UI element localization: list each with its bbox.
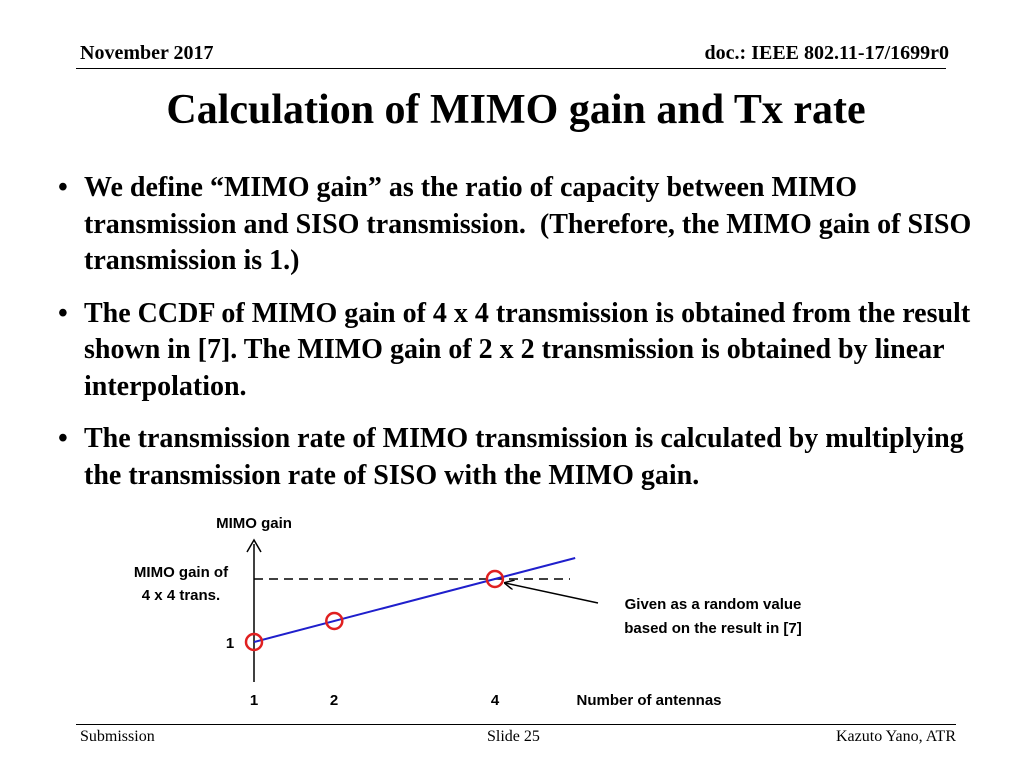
bullet-item-1: • We define “MIMO gain” as the ratio of … <box>58 170 978 280</box>
header-doc-id: doc.: IEEE 802.11-17/1699r0 <box>704 42 949 64</box>
x-axis-label: Number of antennas <box>576 692 721 709</box>
y-axis-label: MIMO gain <box>216 515 292 532</box>
mimo-gain-line <box>253 557 576 643</box>
slide-title: Calculation of MIMO gain and Tx rate <box>166 87 866 133</box>
bullet-dot: • <box>58 172 68 203</box>
data-point-1x1 <box>244 632 264 652</box>
footer-submission: Submission <box>80 728 155 745</box>
bullet-item-2: • The CCDF of MIMO gain of 4 x 4 transmi… <box>58 296 978 406</box>
data-point-4x4 <box>485 569 505 589</box>
y-annotation-line1: MIMO gain of <box>134 564 229 581</box>
y-tick-1: 1 <box>226 635 234 652</box>
bullet-list: • We define “MIMO gain” as the ratio of … <box>58 170 978 510</box>
footer-divider <box>76 724 956 725</box>
x-tick-2: 2 <box>330 692 338 709</box>
callout-arrow <box>505 583 599 604</box>
bullet-dot: • <box>58 423 68 454</box>
y-annotation-line2: 4 x 4 trans. <box>142 587 220 604</box>
data-point-2x2 <box>325 611 344 631</box>
footer-author: Kazuto Yano, ATR <box>835 728 956 745</box>
bullet-item-3: • The transmission rate of MIMO transmis… <box>58 421 978 494</box>
y-axis-arrow <box>246 538 262 553</box>
header-date: November 2017 <box>80 42 214 64</box>
x-tick-1: 1 <box>250 692 258 709</box>
bullet-text-2: The CCDF of MIMO gain of 4 x 4 transmiss… <box>84 297 971 402</box>
footer-slide-number: Slide 25 <box>487 728 540 745</box>
callout-line2: based on the result in [7] <box>624 620 802 637</box>
bullet-text-1: We define “MIMO gain” as the ratio of ca… <box>84 172 972 276</box>
header-divider <box>76 68 946 69</box>
callout-line1: Given as a random value <box>625 596 802 613</box>
bullet-dot: • <box>58 297 68 329</box>
bullet-text-3: The transmission rate of MIMO transmissi… <box>84 423 964 491</box>
x-tick-4: 4 <box>491 692 500 709</box>
